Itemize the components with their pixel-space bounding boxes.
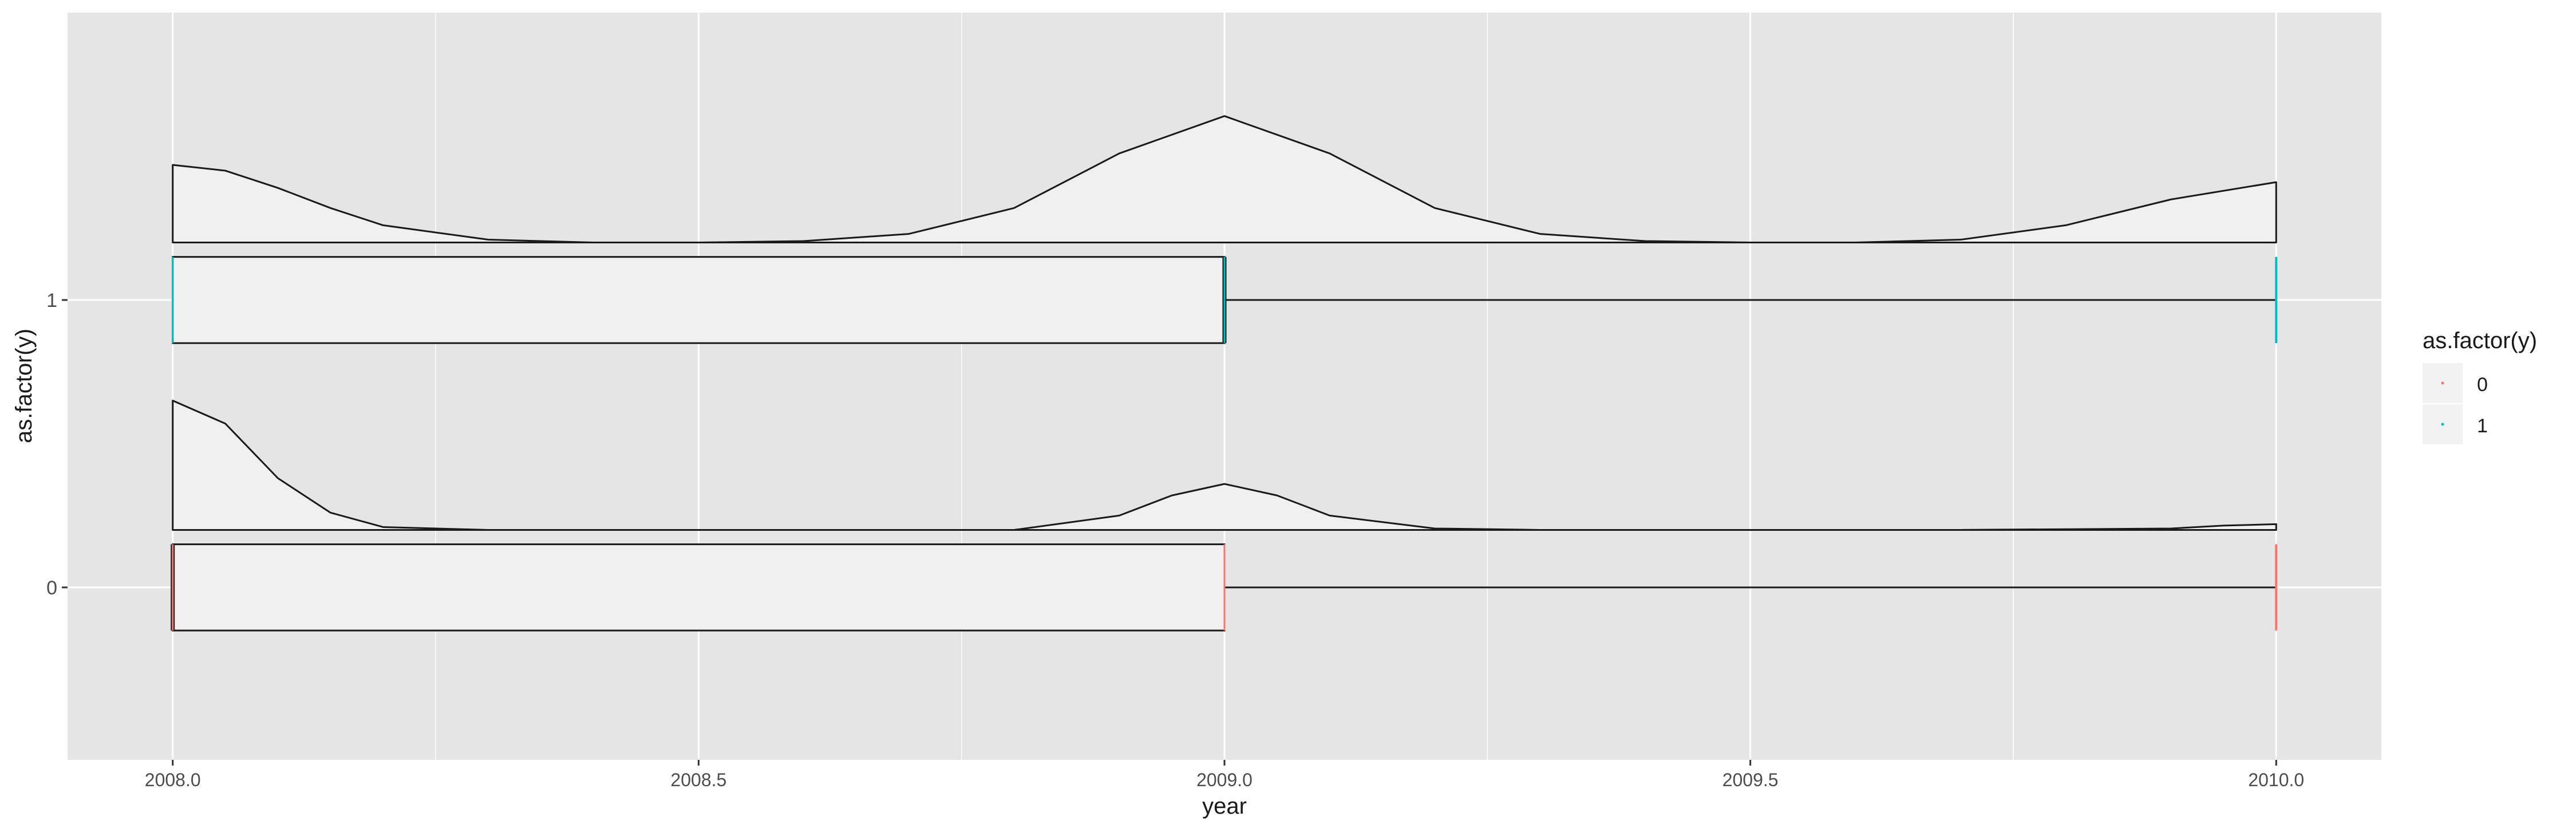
axes: 2008.0 2008.5 2009.0 2009.5 2010.0 0 1 xyxy=(46,290,2304,790)
box-0 xyxy=(172,543,1226,632)
x-tick-label-4: 2010.0 xyxy=(2248,770,2304,790)
x-tick-label-3: 2009.5 xyxy=(1722,770,1779,790)
x-tick-label-1: 2008.5 xyxy=(670,770,726,790)
legend-key-0 xyxy=(2441,381,2444,385)
legend: as.factor(y) 0 1 xyxy=(2423,328,2537,444)
density-curve-0 xyxy=(172,400,2277,531)
density-curve-1 xyxy=(172,115,2277,244)
y-tick-label-1: 1 xyxy=(46,290,57,311)
x-tick-label-0: 2008.0 xyxy=(145,770,201,790)
legend-title: as.factor(y) xyxy=(2423,328,2537,353)
x-tick-label-2: 2009.0 xyxy=(1196,770,1253,790)
legend-key-1 xyxy=(2441,423,2444,426)
x-axis-title: year xyxy=(1202,794,1247,819)
legend-label-0: 0 xyxy=(2477,374,2488,396)
box-1 xyxy=(172,256,1226,344)
legend-label-1: 1 xyxy=(2477,415,2488,437)
data-layer xyxy=(171,115,2278,632)
y-axis-title: as.factor(y) xyxy=(11,329,37,443)
y-tick-label-0: 0 xyxy=(46,577,57,599)
